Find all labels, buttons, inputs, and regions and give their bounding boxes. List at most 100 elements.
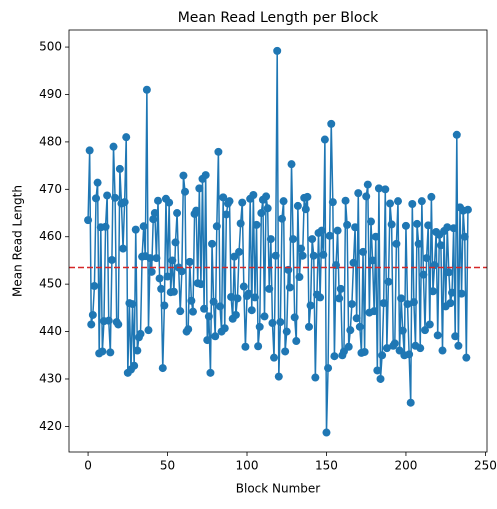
point bbox=[354, 189, 363, 198]
point bbox=[249, 191, 258, 200]
point bbox=[120, 198, 129, 207]
point bbox=[171, 238, 180, 247]
point bbox=[381, 185, 390, 194]
point bbox=[273, 46, 282, 55]
point bbox=[88, 310, 97, 319]
point bbox=[185, 257, 194, 266]
point bbox=[144, 326, 153, 335]
y-tick-label: 450 bbox=[39, 277, 62, 291]
point bbox=[274, 372, 283, 381]
point bbox=[359, 247, 368, 256]
x-tick-label: 100 bbox=[236, 459, 259, 473]
point bbox=[397, 294, 406, 303]
point bbox=[413, 219, 422, 228]
point bbox=[215, 302, 224, 311]
point bbox=[355, 322, 364, 331]
point bbox=[384, 277, 393, 286]
y-tick-label: 420 bbox=[39, 419, 62, 433]
point bbox=[408, 200, 417, 209]
point bbox=[379, 299, 388, 308]
x-tick-label: 150 bbox=[315, 459, 338, 473]
point bbox=[255, 322, 264, 331]
point bbox=[139, 222, 148, 231]
point bbox=[320, 135, 329, 144]
point bbox=[201, 171, 210, 180]
point bbox=[103, 191, 112, 200]
point bbox=[374, 184, 383, 193]
point bbox=[297, 244, 306, 253]
point bbox=[378, 351, 387, 360]
point bbox=[292, 337, 301, 346]
point bbox=[371, 232, 380, 241]
point bbox=[233, 294, 242, 303]
point bbox=[263, 204, 272, 213]
point bbox=[107, 255, 116, 264]
point bbox=[211, 332, 220, 341]
y-tick-label: 490 bbox=[39, 87, 62, 101]
point bbox=[157, 284, 166, 293]
point bbox=[252, 220, 261, 229]
point bbox=[392, 239, 401, 248]
point bbox=[287, 160, 296, 169]
point bbox=[406, 398, 415, 407]
point bbox=[282, 327, 291, 336]
y-tick-label: 470 bbox=[39, 182, 62, 196]
point bbox=[405, 350, 414, 359]
point bbox=[416, 344, 425, 353]
point bbox=[260, 312, 269, 321]
point bbox=[409, 298, 418, 307]
point bbox=[204, 312, 213, 321]
x-axis-label: Block Number bbox=[236, 482, 321, 496]
point bbox=[333, 226, 342, 235]
point bbox=[341, 196, 350, 205]
point bbox=[421, 326, 430, 335]
point bbox=[276, 318, 285, 327]
point bbox=[168, 256, 177, 265]
point bbox=[271, 251, 280, 260]
point bbox=[352, 314, 361, 323]
x-tick-label: 0 bbox=[84, 459, 92, 473]
point bbox=[87, 320, 96, 329]
point bbox=[347, 300, 356, 309]
point bbox=[220, 324, 229, 333]
point bbox=[279, 197, 288, 206]
point bbox=[158, 364, 167, 373]
point bbox=[184, 325, 193, 334]
point bbox=[122, 133, 131, 142]
point bbox=[150, 209, 159, 218]
point bbox=[142, 85, 151, 94]
point bbox=[109, 142, 118, 151]
point bbox=[303, 192, 312, 201]
y-tick-label: 480 bbox=[39, 134, 62, 148]
point bbox=[336, 284, 345, 293]
point bbox=[270, 353, 279, 362]
point bbox=[311, 373, 320, 382]
point bbox=[382, 344, 391, 353]
point bbox=[128, 300, 137, 309]
point bbox=[414, 239, 423, 248]
point bbox=[373, 366, 382, 375]
x-tick-label: 250 bbox=[474, 459, 497, 473]
point bbox=[98, 347, 107, 356]
x-tick-label: 50 bbox=[160, 459, 175, 473]
point bbox=[219, 193, 228, 202]
point bbox=[266, 235, 275, 244]
point bbox=[390, 339, 399, 348]
point bbox=[308, 235, 317, 244]
point bbox=[84, 216, 93, 225]
point bbox=[317, 226, 326, 235]
point bbox=[368, 256, 377, 265]
point bbox=[293, 201, 302, 210]
point bbox=[360, 347, 369, 356]
point bbox=[425, 320, 434, 329]
point bbox=[424, 221, 433, 230]
x-tick-label: 200 bbox=[394, 459, 417, 473]
point bbox=[104, 316, 113, 325]
point bbox=[192, 206, 201, 215]
point bbox=[90, 282, 99, 291]
point bbox=[93, 178, 102, 187]
point bbox=[196, 280, 205, 289]
point bbox=[327, 119, 336, 128]
y-tick-label: 460 bbox=[39, 229, 62, 243]
